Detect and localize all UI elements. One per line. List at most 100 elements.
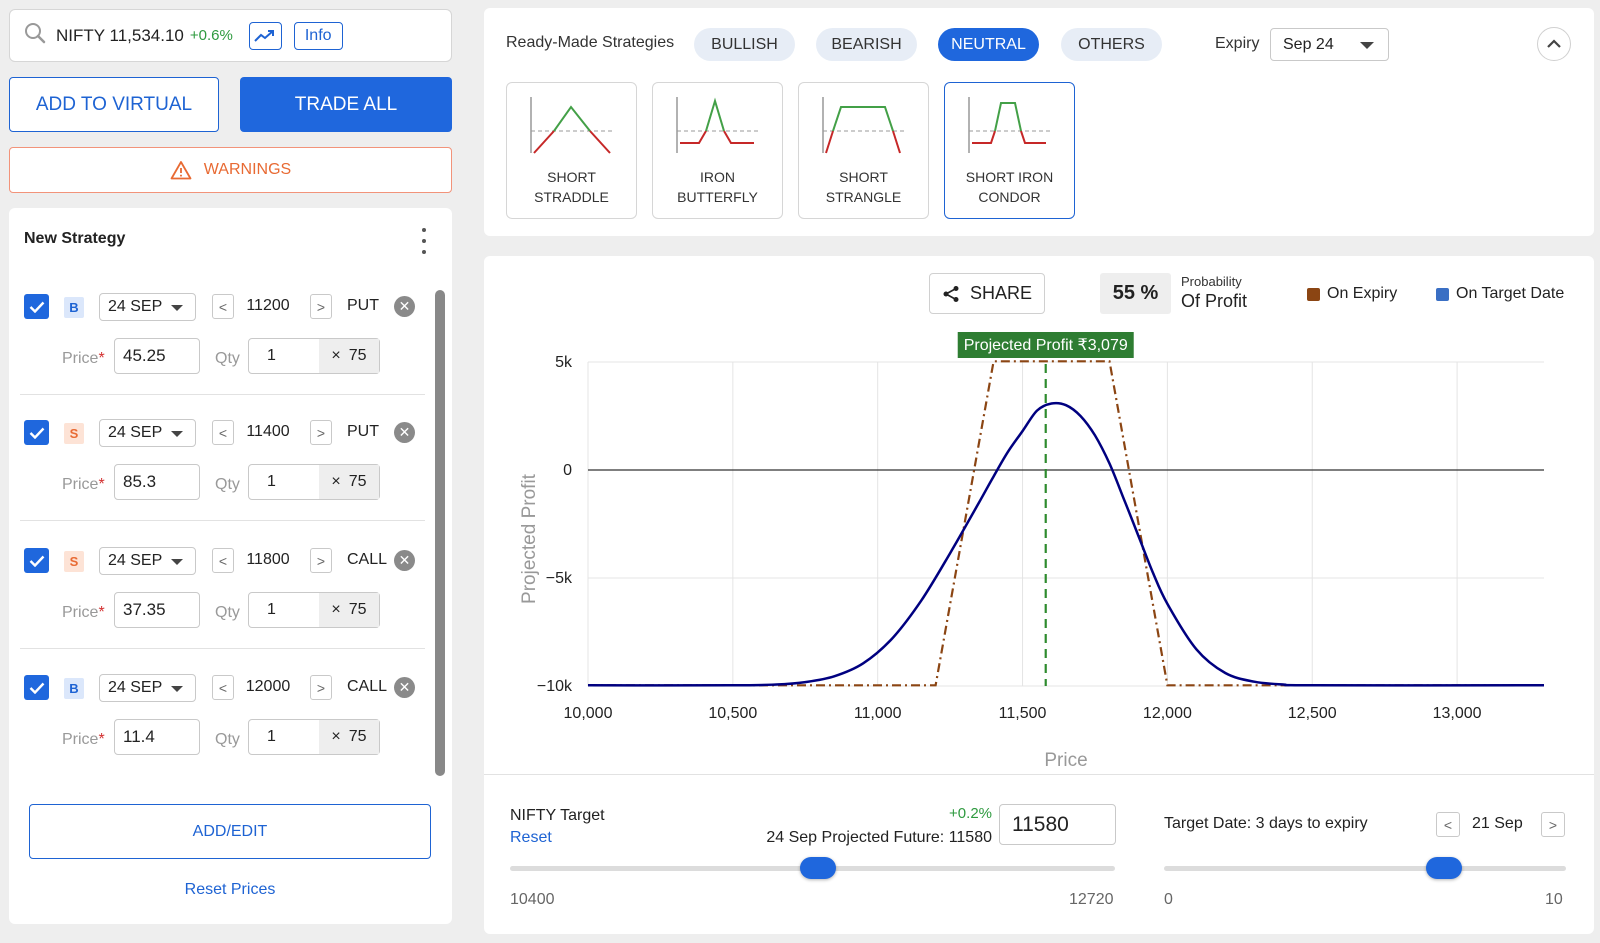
leg-price-input[interactable]: 85.3: [114, 464, 200, 500]
expiry-select[interactable]: Sep 24: [1270, 28, 1389, 61]
leg-side-badge[interactable]: S: [64, 423, 84, 444]
target-date-next-button[interactable]: >: [1541, 812, 1565, 837]
filter-neutral[interactable]: NEUTRAL: [938, 28, 1039, 61]
collapse-button[interactable]: [1537, 27, 1571, 61]
leg-price-input[interactable]: 11.4: [114, 719, 200, 755]
projected-profit-badge: [957, 332, 1134, 358]
card-iron-butterfly[interactable]: IRON BUTTERFLY: [652, 82, 783, 219]
leg-qty-value: 1: [267, 601, 276, 618]
warnings-button[interactable]: WARNINGS: [9, 147, 452, 193]
target-date-slider-track[interactable]: [1164, 866, 1566, 871]
nifty-target-slider-thumb[interactable]: [800, 857, 836, 879]
remove-leg-icon[interactable]: ✕: [394, 677, 415, 698]
more-options-icon[interactable]: [418, 228, 430, 254]
target-date-value: 21 Sep: [1472, 815, 1523, 832]
trade-all-button[interactable]: TRADE ALL: [240, 77, 452, 132]
leg-checkbox[interactable]: [24, 294, 49, 319]
leg-expiry-value: 24 SEP: [108, 298, 163, 315]
filter-bearish[interactable]: BEARISH: [816, 28, 917, 61]
strike-increase-button[interactable]: >: [310, 294, 332, 319]
nifty-target-input[interactable]: 11580: [999, 804, 1116, 845]
multiply-icon: ×: [331, 347, 341, 364]
leg-qty-input[interactable]: 1 × 75: [248, 719, 380, 755]
chevron-down-icon: [1360, 42, 1374, 49]
chevron-down-icon: [171, 559, 183, 565]
leg-side-badge[interactable]: B: [64, 678, 84, 699]
leg-price-input[interactable]: 37.35: [114, 592, 200, 628]
trend-chart-icon: [254, 29, 275, 42]
target-date-label: Target Date: 3 days to expiry: [1164, 815, 1368, 832]
leg-option-type: CALL: [347, 678, 388, 695]
strike-decrease-button[interactable]: <: [212, 675, 234, 700]
info-button[interactable]: Info: [293, 21, 343, 50]
strike-decrease-button[interactable]: <: [212, 294, 234, 319]
leg-qty-input[interactable]: 1 × 75: [248, 592, 380, 628]
leg-strike: 11400: [246, 423, 290, 440]
strike-increase-button[interactable]: >: [310, 675, 332, 700]
price-label: Price*: [62, 731, 105, 748]
short-strangle-payoff-icon: [822, 97, 905, 154]
of-profit-label: Of Profit: [1181, 291, 1248, 311]
ready-made-label: Ready-Made Strategies: [506, 34, 675, 51]
warnings-label: WARNINGS: [203, 161, 292, 178]
reset-prices-link[interactable]: Reset Prices: [184, 881, 276, 898]
x-tick-label: 13,000: [1433, 705, 1482, 722]
add-edit-button[interactable]: ADD/EDIT: [29, 804, 431, 859]
leg-qty-input[interactable]: 1 × 75: [248, 338, 380, 374]
add-to-virtual-button[interactable]: ADD TO VIRTUAL: [9, 77, 219, 132]
card-short-strangle[interactable]: SHORT STRANGLE: [798, 82, 929, 219]
leg-divider: [20, 394, 425, 395]
payoff-chart[interactable]: Projected Profit ₹3,079 10,000 10,500 11,0…: [484, 330, 1594, 770]
warning-icon: [170, 161, 192, 180]
y-axis-label: Projected Profit: [519, 473, 540, 604]
leg-side-badge[interactable]: S: [64, 551, 84, 572]
strike-increase-button[interactable]: >: [310, 548, 332, 573]
remove-leg-icon[interactable]: ✕: [394, 422, 415, 443]
leg-strike: 11800: [246, 551, 290, 568]
leg-expiry-select[interactable]: 24 SEP: [99, 674, 196, 702]
leg-expiry-select[interactable]: 24 SEP: [99, 419, 196, 447]
legend-on-expiry[interactable]: On Expiry: [1307, 285, 1397, 303]
leg-expiry-select[interactable]: 24 SEP: [99, 293, 196, 321]
card-short-iron-condor[interactable]: SHORT IRON CONDOR: [944, 82, 1075, 219]
target-date-slider-thumb[interactable]: [1426, 857, 1462, 879]
card-short-straddle[interactable]: SHORT STRADDLE: [506, 82, 637, 219]
target-date-prev-button[interactable]: <: [1436, 812, 1460, 837]
share-icon: [943, 285, 959, 302]
lot-size: × 75: [319, 720, 379, 754]
x-tick-label: 11,500: [999, 705, 1047, 722]
card-label-line2: STRANGLE: [825, 189, 902, 205]
card-label-line2: STRADDLE: [534, 189, 609, 205]
filter-others[interactable]: OTHERS: [1061, 28, 1162, 61]
series-on-expiry-line: [588, 360, 1544, 687]
projected-future-label: 24 Sep Projected Future: 11580: [766, 829, 992, 846]
remove-leg-icon[interactable]: ✕: [394, 550, 415, 571]
legend-label: On Expiry: [1327, 285, 1398, 302]
strike-decrease-button[interactable]: <: [212, 548, 234, 573]
legend-on-target-date[interactable]: On Target Date: [1436, 285, 1564, 303]
filter-bullish[interactable]: BULLISH: [694, 28, 795, 61]
share-button[interactable]: SHARE: [929, 273, 1045, 314]
remove-leg-icon[interactable]: ✕: [394, 296, 415, 317]
leg-checkbox[interactable]: [24, 548, 49, 573]
price-label: Price*: [62, 604, 105, 621]
symbol-search-box[interactable]: NIFTY 11,534.10 +0.6% Info: [9, 9, 452, 62]
leg-side-badge[interactable]: B: [64, 297, 84, 318]
leg-qty-value: 1: [267, 473, 276, 490]
projected-profit-label: Projected Profit ₹3,079: [964, 337, 1128, 354]
strike-decrease-button[interactable]: <: [212, 420, 234, 445]
leg-checkbox[interactable]: [24, 675, 49, 700]
trend-chart-button[interactable]: [248, 21, 282, 50]
leg-expiry-select[interactable]: 24 SEP: [99, 547, 196, 575]
leg-divider: [20, 520, 425, 521]
leg-qty-input[interactable]: 1 × 75: [248, 464, 380, 500]
strike-increase-button[interactable]: >: [310, 420, 332, 445]
nifty-target-reset-link[interactable]: Reset: [510, 829, 552, 846]
leg-price-input[interactable]: 45.25: [114, 338, 200, 374]
legs-scrollbar[interactable]: [435, 290, 445, 776]
leg-checkbox[interactable]: [24, 420, 49, 445]
qty-label: Qty: [215, 604, 240, 621]
nifty-target-label: NIFTY Target: [510, 807, 605, 824]
card-label-line2: BUTTERFLY: [677, 189, 758, 205]
nifty-target-change: +0.2%: [949, 805, 992, 822]
